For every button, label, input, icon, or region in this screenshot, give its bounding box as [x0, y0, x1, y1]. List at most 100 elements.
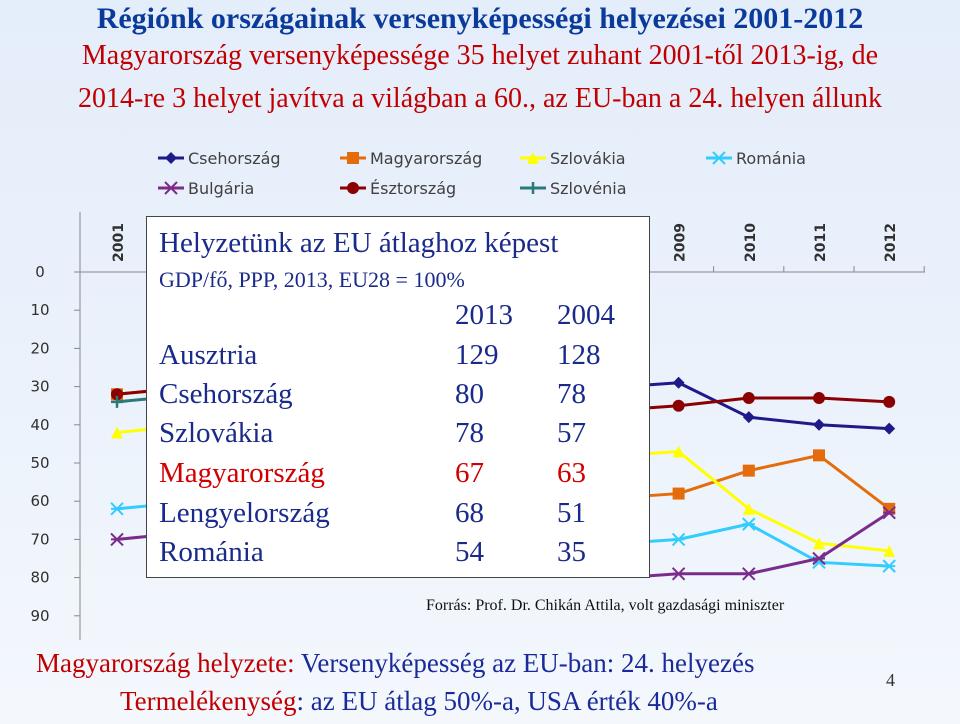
x-tick-label: 2001	[111, 223, 127, 262]
y-tick-label: 70	[30, 530, 49, 548]
info-col-header-2004: 2004	[557, 299, 615, 331]
footer-value: : az EU átlag 50%-a, USA érték 40%-a	[296, 686, 718, 716]
data-point	[111, 388, 123, 401]
y-tick-label: 90	[30, 607, 49, 625]
x-tick-label: 2012	[883, 223, 899, 262]
info-country: Szlovákia	[159, 417, 274, 449]
series-line	[649, 450, 679, 456]
series-line	[678, 511, 891, 576]
data-point	[813, 392, 825, 405]
series-line	[116, 427, 149, 434]
info-value-2004: 51	[557, 497, 586, 529]
slide-title: Régiónk országainak versenyképességi hel…	[96, 2, 864, 35]
info-country: Románia	[159, 536, 264, 568]
series-Észtország	[111, 388, 896, 412]
info-value-2004: 35	[557, 536, 586, 568]
legend-marker	[347, 182, 359, 194]
series-line	[678, 522, 890, 568]
data-point	[742, 392, 755, 405]
legend-label: Szlovákia	[550, 149, 626, 168]
y-tick-label: 0	[35, 263, 45, 281]
data-point	[812, 551, 826, 566]
legend-marker	[347, 152, 359, 164]
series-line	[678, 396, 890, 408]
info-box-title: Helyzetünk az EU átlaghoz képest	[159, 227, 559, 259]
info-value-2013: 78	[455, 417, 484, 449]
info-value-2013: 67	[455, 457, 484, 489]
info-country: Magyarország	[159, 457, 325, 489]
chart-legend: Csehország Magyarország Szlovákia Románia Bu…	[158, 149, 806, 198]
chart-source: Forrás: Prof. Dr. Chikán Attila, volt ga…	[426, 597, 785, 614]
data-point	[742, 517, 756, 531]
legend-item: Bulgária	[158, 179, 254, 198]
info-box: Helyzetünk az EU átlaghoz képest GDP/fő,…	[146, 216, 650, 578]
data-point	[672, 445, 685, 458]
x-tick-label: 2009	[673, 223, 689, 262]
legend-label: Észtország	[370, 179, 456, 198]
legend-label: Románia	[736, 149, 806, 168]
legend-item: Észtország	[340, 179, 456, 198]
info-value-2004: 78	[557, 378, 586, 410]
legend-marker	[164, 181, 178, 195]
series-Bulgária	[110, 505, 896, 581]
legend-item: Szlovákia	[520, 149, 626, 168]
footer-line-1: Magyarország helyzete: Versenyképesség a…	[36, 648, 754, 679]
y-tick-label: 60	[30, 492, 49, 510]
legend-marker	[712, 151, 726, 165]
legend-label: Szlovénia	[550, 179, 627, 198]
series-line	[677, 381, 890, 431]
data-point	[813, 449, 825, 462]
chart-series	[110, 376, 896, 581]
info-value-2013: 80	[455, 378, 484, 410]
info-value-2013: 129	[455, 339, 499, 371]
slide-subtitle-line-1: Magyarország versenyképessége 35 helyet …	[81, 40, 879, 71]
series-Románia	[110, 502, 896, 573]
legend-marker	[527, 152, 539, 164]
footer-label: Magyarország helyzete:	[36, 648, 301, 678]
footer-label: Termelékenység	[120, 686, 297, 716]
data-point	[111, 426, 123, 439]
data-point	[111, 395, 123, 408]
info-col-header-2013: 2013	[455, 299, 513, 331]
series-Szlovénia	[111, 395, 149, 408]
data-point	[742, 502, 755, 515]
data-point	[672, 376, 685, 389]
legend-item: Csehország	[158, 149, 281, 168]
legend-label: Csehország	[188, 149, 281, 168]
y-tick-label: 50	[30, 454, 49, 472]
data-point	[883, 395, 896, 408]
info-value-2004: 57	[557, 417, 586, 449]
data-point	[883, 422, 896, 435]
y-tick-label: 30	[30, 378, 49, 396]
data-point	[883, 502, 896, 515]
info-value-2004: 128	[557, 339, 601, 371]
y-tick-label: 20	[30, 339, 49, 357]
legend-item: Románia	[706, 149, 806, 168]
info-value-2013: 54	[455, 536, 484, 568]
data-point	[882, 559, 896, 573]
series-Csehország	[649, 376, 896, 435]
y-tick-label: 40	[30, 416, 49, 434]
footer-line-2: Termelékenység: az EU átlag 50%-a, USA é…	[120, 686, 718, 717]
legend-label: Magyarország	[370, 149, 482, 168]
data-point	[742, 464, 755, 477]
data-point	[813, 537, 825, 550]
legend-marker	[165, 152, 177, 164]
info-value-2004: 63	[557, 457, 586, 489]
legend-marker	[527, 182, 539, 194]
data-point	[672, 487, 685, 500]
data-point	[882, 505, 896, 520]
data-point	[813, 418, 825, 431]
legend-item: Magyarország	[340, 149, 482, 168]
legend-label: Bulgária	[188, 179, 254, 198]
data-point	[672, 399, 685, 412]
x-tick-label: 2010	[743, 223, 759, 262]
legend-item: Szlovénia	[520, 179, 627, 198]
y-tick-label: 80	[30, 569, 49, 587]
series-line	[678, 453, 891, 511]
data-point	[110, 502, 124, 516]
info-box-subtitle: GDP/fő, PPP, 2013, EU28 = 100%	[159, 267, 465, 292]
x-tick-label: 2011	[813, 223, 829, 262]
data-point	[671, 567, 686, 581]
